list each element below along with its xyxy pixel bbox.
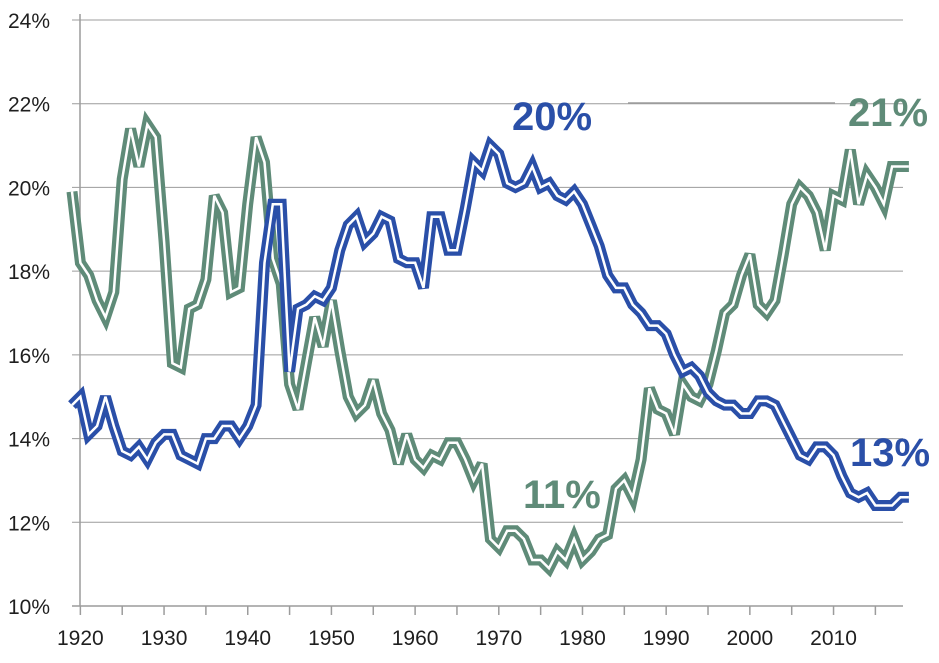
x-tick-label: 2000 bbox=[726, 627, 773, 650]
x-tick-label: 1960 bbox=[392, 627, 439, 650]
y-tick-label: 16% bbox=[8, 345, 50, 368]
annotations: 20% 21% 13% 11% bbox=[512, 91, 930, 517]
y-tick-label: 14% bbox=[8, 429, 50, 452]
blue-series-inner-line bbox=[71, 143, 909, 507]
x-tick-label: 1970 bbox=[475, 627, 522, 650]
green-series-low-label: 11% bbox=[523, 473, 601, 517]
x-tick-label: 1950 bbox=[308, 627, 355, 650]
x-tick-label: 1980 bbox=[559, 627, 606, 650]
blue-series-end-label: 13% bbox=[850, 431, 930, 475]
blue-series-line bbox=[68, 135, 909, 511]
blue-series bbox=[68, 135, 909, 511]
green-series bbox=[66, 110, 909, 578]
green-series-end-label: 21% bbox=[848, 91, 928, 135]
green-series-line bbox=[66, 110, 909, 578]
y-tick-label: 24% bbox=[8, 10, 50, 33]
x-tick-label: 1940 bbox=[224, 627, 271, 650]
x-tick-label: 2010 bbox=[810, 627, 857, 650]
x-tick-label: 1920 bbox=[57, 627, 104, 650]
x-tick-label: 1930 bbox=[141, 627, 188, 650]
y-tick-label: 18% bbox=[8, 261, 50, 284]
y-tick-label: 10% bbox=[8, 596, 50, 619]
blue-series-peak-label: 20% bbox=[512, 95, 592, 139]
x-tick-label: 1990 bbox=[643, 627, 690, 650]
y-tick-label: 22% bbox=[8, 94, 50, 117]
y-tick-label: 20% bbox=[8, 177, 50, 200]
y-tick-label: 12% bbox=[8, 512, 50, 535]
series-lines bbox=[66, 110, 909, 578]
green-series-inner-line bbox=[70, 121, 909, 571]
axes: 10% 12% 14% 16% 18% 20% 22% 24% 1920 1930 1940 1950… bbox=[8, 10, 903, 650]
